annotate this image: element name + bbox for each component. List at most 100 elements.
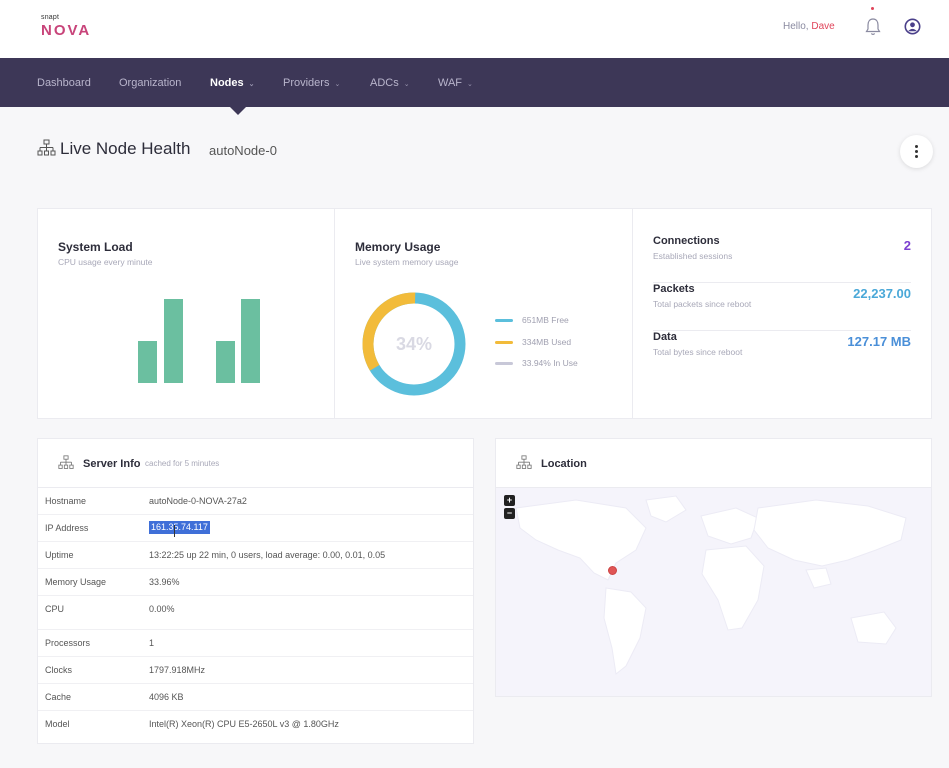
- info-key: Processors: [45, 638, 91, 648]
- user-greeting: Hello, Dave: [783, 21, 835, 32]
- load-bar: [216, 341, 235, 383]
- more-options-button[interactable]: [900, 135, 933, 168]
- info-row-hostname: Hostname autoNode-0-NOVA-27a2: [38, 488, 473, 515]
- memory-usage-title: Memory Usage: [355, 240, 441, 254]
- greeting-text: Hello,: [783, 21, 809, 32]
- nav-waf[interactable]: WAF ⌄: [438, 77, 473, 89]
- legend-used-label: 334MB Used: [522, 337, 572, 347]
- metric-connections-title: Connections: [653, 235, 720, 247]
- metric-connections-value: 2: [903, 238, 911, 253]
- location-pin-icon[interactable]: [608, 566, 617, 575]
- server-info-subtitle: cached for 5 minutes: [145, 459, 220, 468]
- nav-dashboard[interactable]: Dashboard: [37, 77, 91, 89]
- load-bar: [138, 341, 157, 383]
- info-value[interactable]: 4096 KB: [149, 692, 184, 702]
- location-title: Location: [541, 458, 587, 470]
- nav-nodes[interactable]: Nodes ⌄: [210, 77, 255, 89]
- main-navigation: Dashboard Organization Nodes ⌄ Providers ⌄…: [0, 58, 949, 107]
- kebab-dot: [915, 150, 918, 153]
- nav-dashboard-label: Dashboard: [37, 77, 91, 89]
- info-row-clocks: Clocks 1797.918MHz: [38, 657, 473, 684]
- metric-data: Data Total bytes since reboot 127.17 MB: [653, 331, 911, 379]
- legend-swatch: [495, 341, 513, 345]
- chevron-down-icon: ⌄: [334, 81, 341, 88]
- location-card: Location + −: [495, 438, 932, 697]
- info-row-cpu: CPU 0.00%: [38, 596, 473, 630]
- chevron-down-icon: ⌄: [467, 81, 473, 88]
- donut-percent-label: 34%: [396, 334, 432, 354]
- info-row-uptime: Uptime 13:22:25 up 22 min, 0 users, load …: [38, 542, 473, 569]
- load-bar: [164, 299, 183, 383]
- nav-adcs[interactable]: ADCs ⌄: [370, 77, 410, 89]
- info-value[interactable]: 33.96%: [149, 577, 180, 587]
- metric-packets-value: 22,237.00: [853, 286, 911, 301]
- info-key: IP Address: [45, 523, 89, 533]
- metric-packets: Packets Total packets since reboot 22,23…: [653, 283, 911, 331]
- info-key: CPU: [45, 604, 65, 614]
- metric-packets-title: Packets: [653, 283, 695, 295]
- chevron-down-icon: ⌄: [248, 81, 255, 88]
- memory-donut-chart: 34%: [362, 292, 466, 396]
- nav-nodes-label: Nodes: [210, 77, 244, 89]
- nav-waf-label: WAF: [438, 77, 463, 89]
- legend-used: 334MB Used: [495, 337, 571, 347]
- nav-organization-label: Organization: [119, 77, 182, 89]
- brand-name: NOVA: [41, 22, 92, 39]
- nav-providers[interactable]: Providers ⌄: [283, 77, 340, 89]
- user-account-icon[interactable]: [904, 18, 921, 35]
- info-value-selected[interactable]: 161.35.74.117: [149, 521, 210, 534]
- info-value[interactable]: 0.00%: [149, 604, 175, 614]
- top-header: snapt NOVA Hello, Dave: [0, 0, 949, 58]
- metric-data-value: 127.17 MB: [847, 334, 911, 349]
- memory-usage-card: Memory Usage Live system memory usage 34…: [335, 209, 633, 418]
- info-value[interactable]: 13:22:25 up 22 min, 0 users, load averag…: [149, 550, 386, 560]
- metric-data-subtitle: Total bytes since reboot: [653, 347, 743, 357]
- zoom-in-button[interactable]: +: [504, 495, 515, 506]
- info-value[interactable]: 1797.918MHz: [149, 665, 206, 675]
- zoom-out-button[interactable]: −: [504, 508, 515, 519]
- server-info-header: Server Info cached for 5 minutes: [38, 439, 473, 488]
- info-key: Uptime: [45, 550, 74, 560]
- info-row-memory-usage: Memory Usage 33.96%: [38, 569, 473, 596]
- brand-logo[interactable]: snapt NOVA: [41, 14, 91, 40]
- bell-icon[interactable]: [864, 17, 882, 37]
- sitemap-icon: [37, 139, 56, 156]
- info-value[interactable]: 1: [149, 638, 155, 648]
- legend-swatch: [495, 362, 513, 366]
- page-title: Live Node Health: [60, 139, 191, 158]
- world-map[interactable]: + −: [496, 488, 931, 696]
- metric-data-title: Data: [653, 331, 677, 343]
- info-value[interactable]: autoNode-0-NOVA-27a2: [149, 496, 247, 506]
- load-bar: [241, 299, 260, 383]
- legend-free-label: 651MB Free: [522, 315, 569, 325]
- world-map-shapes: [515, 495, 907, 675]
- notification-dot: [871, 7, 874, 10]
- user-name[interactable]: Dave: [811, 21, 835, 32]
- legend-in-use: 33.94% In Use: [495, 358, 578, 368]
- text-cursor-icon: [174, 525, 179, 537]
- info-value[interactable]: Intel(R) Xeon(R) CPU E5-2650L v3 @ 1.80G…: [149, 719, 339, 729]
- nav-providers-label: Providers: [283, 77, 330, 89]
- kebab-dot: [915, 155, 918, 158]
- info-key: Model: [45, 719, 70, 729]
- sitemap-icon: [58, 455, 74, 469]
- info-key: Memory Usage: [45, 577, 107, 587]
- node-name: autoNode-0: [209, 143, 277, 158]
- chevron-down-icon: ⌄: [403, 81, 410, 88]
- info-key: Cache: [45, 692, 72, 702]
- server-info-card: Server Info cached for 5 minutes Hostnam…: [37, 438, 474, 744]
- sitemap-icon: [516, 455, 532, 469]
- metrics-card: Connections Established sessions 2 Packe…: [633, 209, 931, 418]
- system-load-title: System Load: [58, 240, 133, 254]
- location-header: Location: [496, 439, 931, 488]
- brand-small-text: snapt: [41, 14, 60, 21]
- system-load-subtitle: CPU usage every minute: [58, 257, 153, 267]
- kebab-dot: [915, 145, 918, 148]
- stats-panel: System Load CPU usage every minute Memor…: [37, 208, 932, 419]
- nav-organization[interactable]: Organization: [119, 77, 181, 89]
- metric-connections-subtitle: Established sessions: [653, 251, 733, 261]
- metric-packets-subtitle: Total packets since reboot: [653, 299, 752, 309]
- info-key: Clocks: [45, 665, 73, 675]
- server-info-title: Server Info: [83, 458, 141, 470]
- info-key: Hostname: [45, 496, 87, 506]
